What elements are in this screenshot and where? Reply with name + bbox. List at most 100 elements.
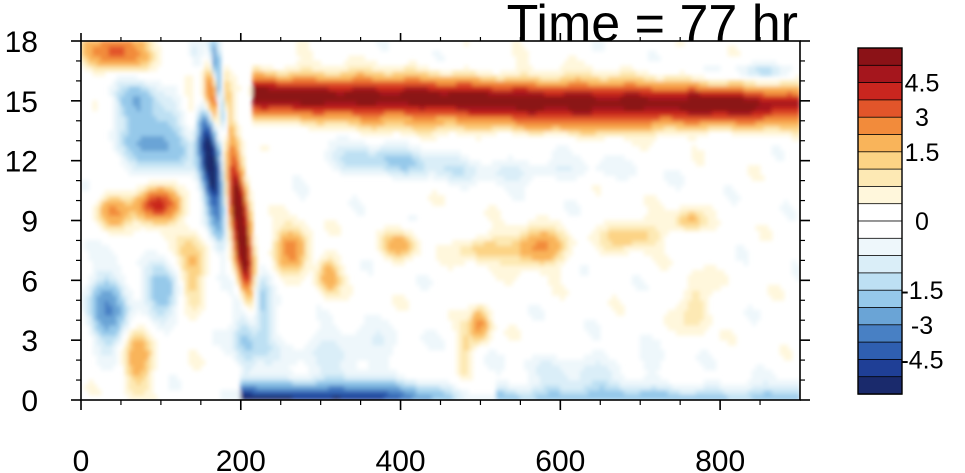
field-cell <box>96 299 102 306</box>
field-cell <box>140 334 146 341</box>
field-cell <box>448 115 453 122</box>
field-cell <box>84 240 90 246</box>
field-cell <box>144 145 150 152</box>
field-cell <box>216 135 222 142</box>
field-cell <box>643 354 649 361</box>
field-cell <box>759 374 765 381</box>
field-cell <box>691 329 697 336</box>
field-cell <box>488 349 493 356</box>
field-cell <box>152 160 158 167</box>
field-cell <box>527 264 533 271</box>
field-cell <box>743 125 749 132</box>
field-cell <box>795 269 800 276</box>
field-cell <box>615 155 621 162</box>
field-cell <box>432 339 437 346</box>
field-cell <box>176 259 182 266</box>
field-cell <box>456 394 461 400</box>
field-cell <box>623 160 629 167</box>
field-cell <box>316 125 322 132</box>
field-cell <box>647 364 653 371</box>
field-cell <box>224 155 230 162</box>
field-cell <box>615 369 621 376</box>
field-cell <box>96 294 102 301</box>
field-cell <box>711 225 717 231</box>
field-cell <box>140 120 146 127</box>
field-cell <box>623 394 629 400</box>
field-cell <box>779 110 785 117</box>
field-cell <box>643 250 649 256</box>
field-cell <box>667 120 673 127</box>
field-cell <box>116 210 122 216</box>
field-cell <box>639 384 645 391</box>
field-cell <box>667 215 673 221</box>
field-cell <box>188 155 194 162</box>
field-cell <box>408 240 413 246</box>
field-cell <box>252 279 258 286</box>
field-cell <box>84 180 90 186</box>
field-cell <box>124 304 130 311</box>
field-cell <box>559 110 565 117</box>
field-cell <box>691 145 697 152</box>
field-cell <box>623 245 629 251</box>
field-cell <box>619 235 625 241</box>
field-cell <box>260 309 266 316</box>
field-cell <box>136 150 142 157</box>
field-cell <box>204 125 210 132</box>
field-cell <box>543 115 549 122</box>
field-cell <box>280 215 286 221</box>
field-cell <box>587 364 593 371</box>
field-cell <box>268 210 274 216</box>
field-cell <box>208 210 214 216</box>
field-cell <box>136 145 142 152</box>
field-cell <box>687 205 693 211</box>
field-cell <box>392 175 397 182</box>
field-cell <box>563 374 569 381</box>
field-cell <box>140 324 146 331</box>
field-cell <box>156 274 162 281</box>
field-cell <box>284 110 290 117</box>
field-cell <box>631 230 637 236</box>
field-cell <box>695 220 701 226</box>
field-cell <box>384 364 389 371</box>
field-cell <box>104 259 110 266</box>
field-cell <box>140 269 146 276</box>
field-cell <box>723 384 729 391</box>
field-cell <box>228 279 234 286</box>
field-cell <box>176 160 182 167</box>
field-cell <box>452 160 457 167</box>
field-cell <box>216 274 222 281</box>
field-cell <box>428 394 433 400</box>
field-cell <box>184 225 190 231</box>
field-cell <box>96 269 102 276</box>
field-cell <box>148 110 154 117</box>
field-cell <box>244 384 250 391</box>
field-cell <box>392 384 397 391</box>
field-cell <box>476 329 481 336</box>
field-cell <box>623 230 629 236</box>
field-cell <box>767 384 773 391</box>
field-cell <box>392 259 397 266</box>
field-cell <box>332 125 338 132</box>
field-cell <box>504 379 509 386</box>
field-cell <box>504 110 509 117</box>
field-cell <box>224 329 230 336</box>
field-cell <box>128 170 134 177</box>
field-cell <box>663 379 669 386</box>
field-cell <box>216 140 222 147</box>
field-cell <box>368 125 373 132</box>
field-cell <box>96 324 102 331</box>
field-cell <box>184 250 190 256</box>
field-cell <box>200 205 206 211</box>
field-cell <box>607 230 613 236</box>
field-cell <box>152 105 158 112</box>
field-cell <box>551 279 557 286</box>
field-cell <box>500 255 505 261</box>
field-cell <box>719 274 725 281</box>
field-cell <box>484 125 489 132</box>
field-cell <box>775 145 781 152</box>
field-cell <box>244 364 250 371</box>
field-cell <box>88 250 94 256</box>
field-cell <box>168 314 174 321</box>
field-cell <box>152 200 158 206</box>
field-cell <box>619 379 625 386</box>
